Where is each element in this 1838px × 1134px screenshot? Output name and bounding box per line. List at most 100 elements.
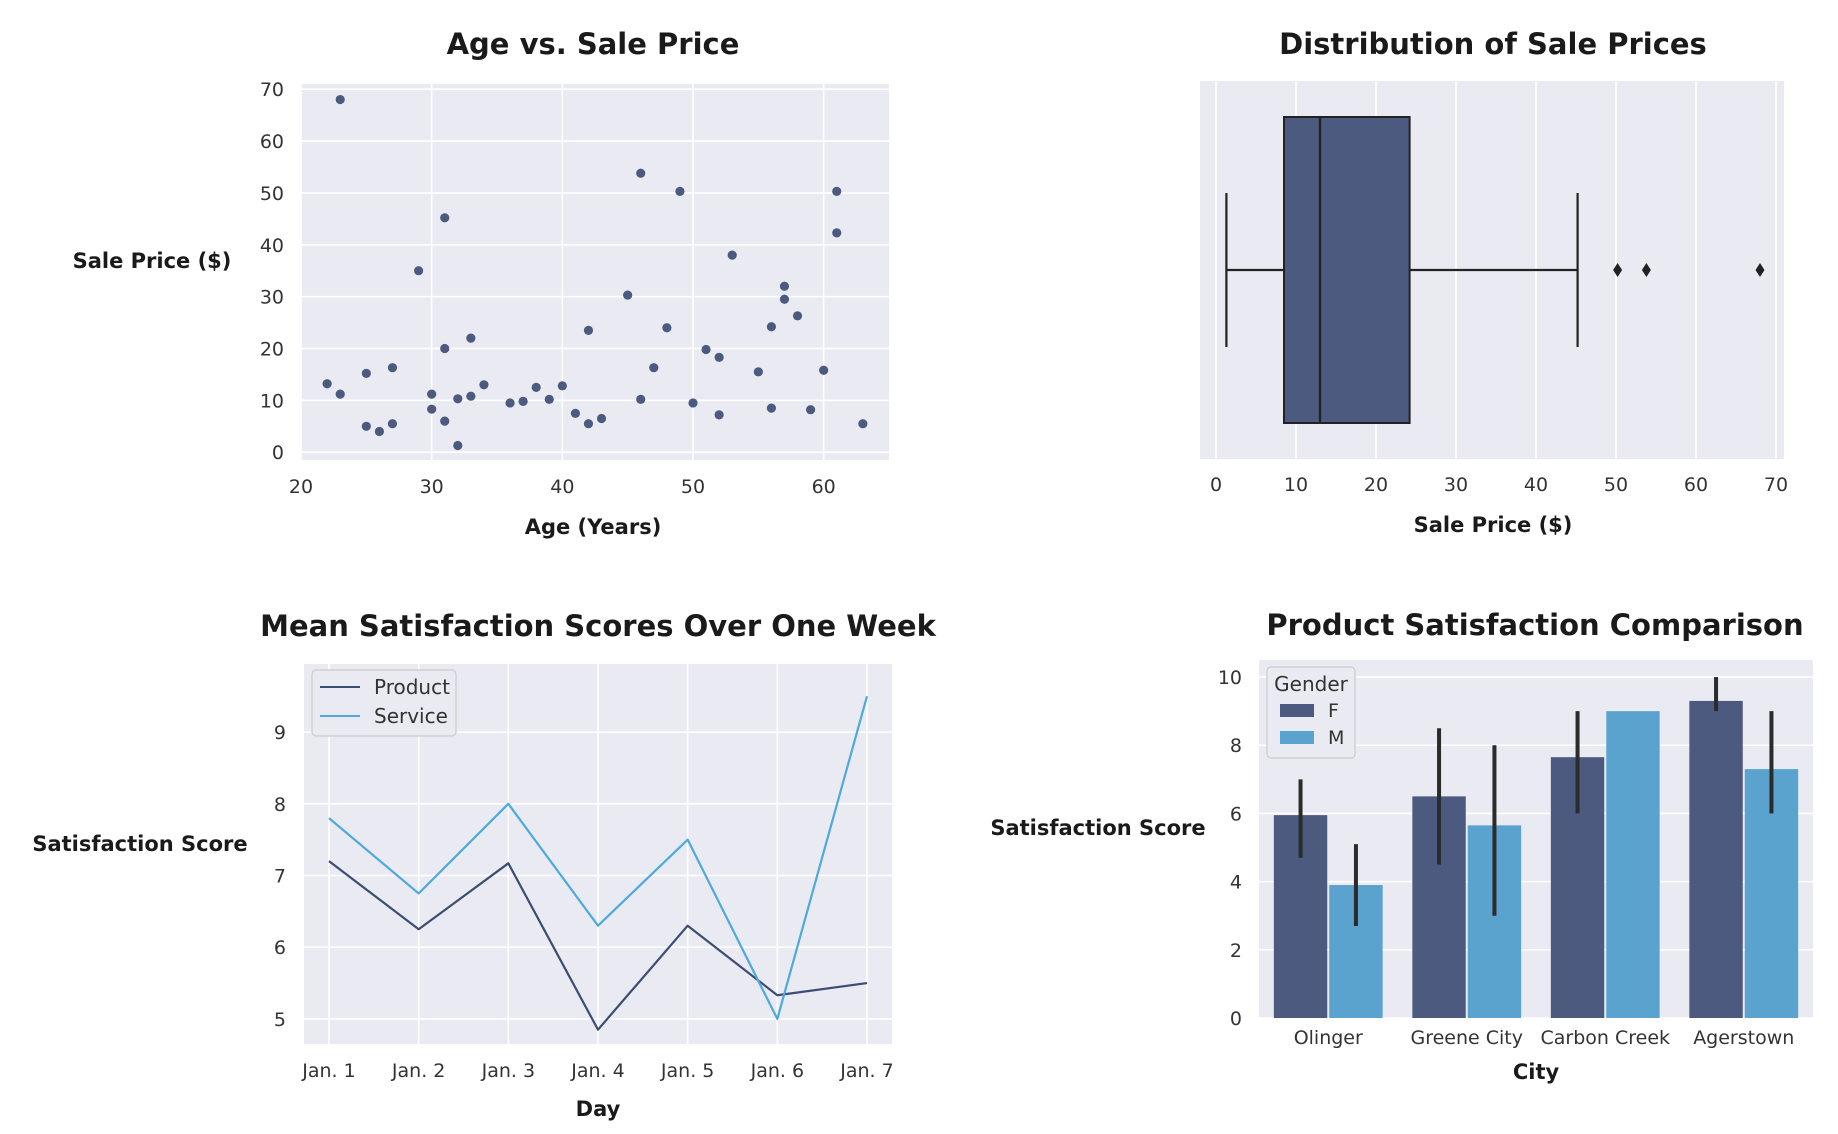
scatter-point xyxy=(361,421,371,431)
boxplot-iqr-box xyxy=(1283,116,1411,424)
scatter-y-label: Sale Price ($) xyxy=(73,249,232,273)
line-y-label: Satisfaction Score xyxy=(32,832,247,856)
legend-m-swatch xyxy=(1280,731,1314,744)
scatter-title: Age vs. Sale Price xyxy=(447,27,740,61)
bar-y-ticks: 0 2 4 6 8 10 xyxy=(1218,667,1242,1030)
boxplot-x-tick-label: 60 xyxy=(1684,474,1708,496)
line-x-tick-label: Jan. 4 xyxy=(570,1060,624,1082)
scatter-point xyxy=(531,382,541,392)
scatter-point xyxy=(583,419,594,429)
scatter-point xyxy=(714,410,724,420)
boxplot-outlier xyxy=(1755,263,1765,277)
scatter-y-tick-label: 0 xyxy=(272,442,284,464)
boxplot-box xyxy=(1225,116,1765,424)
scatter-point xyxy=(544,394,554,404)
bar-title: Product Satisfaction Comparison xyxy=(1266,608,1803,642)
scatter-point xyxy=(374,426,384,437)
boxplot-panel: Distribution of Sale Prices 0 10 20 30 40 50 6… xyxy=(1200,27,1788,537)
boxplot-outlier xyxy=(1613,263,1623,277)
scatter-point xyxy=(387,363,398,373)
scatter-point xyxy=(766,403,777,413)
boxplot-x-ticks: 0 10 20 30 40 50 60 70 xyxy=(1210,474,1788,496)
scatter-point xyxy=(583,325,594,335)
bar-y-tick-label: 4 xyxy=(1230,872,1242,894)
scatter-y-tick-label: 70 xyxy=(260,79,284,101)
scatter-y-tick-label: 10 xyxy=(260,390,284,412)
scatter-point xyxy=(596,413,607,424)
scatter-point xyxy=(570,408,581,418)
scatter-point xyxy=(427,404,437,414)
boxplot-x-tick-label: 50 xyxy=(1604,474,1628,496)
scatter-point xyxy=(714,352,724,362)
scatter-y-tick-label: 40 xyxy=(260,235,284,257)
scatter-point xyxy=(675,186,685,196)
bar-x-tick-label: Greene City xyxy=(1410,1027,1523,1049)
scatter-point xyxy=(361,368,371,378)
scatter-point xyxy=(414,266,424,276)
bar-bars xyxy=(1273,677,1799,1018)
line-series-service xyxy=(328,695,869,1021)
line-series xyxy=(328,695,869,1031)
boxplot-x-tick-label: 30 xyxy=(1444,474,1468,496)
boxplot-x-tick-label: 40 xyxy=(1524,474,1548,496)
scatter-y-tick-label: 30 xyxy=(260,287,284,309)
scatter-point xyxy=(440,416,450,426)
scatter-point xyxy=(688,398,698,408)
scatter-point xyxy=(387,419,398,429)
line-x-tick-label: Jan. 1 xyxy=(301,1060,355,1082)
line-x-tick-label: Jan. 3 xyxy=(481,1060,535,1082)
line-y-tick-label: 6 xyxy=(274,937,286,959)
scatter-x-tick-label: 40 xyxy=(550,476,574,498)
bar-y-label: Satisfaction Score xyxy=(990,816,1205,840)
line-series-product xyxy=(328,860,868,1031)
scatter-point xyxy=(427,389,437,399)
scatter-point xyxy=(623,290,633,300)
scatter-y-ticks: 0 10 20 30 40 50 60 70 xyxy=(260,79,284,464)
line-y-tick-label: 7 xyxy=(274,866,286,888)
boxplot-x-tick-label: 10 xyxy=(1284,474,1308,496)
line-x-tick-label: Jan. 7 xyxy=(839,1060,893,1082)
scatter-x-tick-label: 30 xyxy=(420,476,444,498)
scatter-point xyxy=(479,380,489,390)
scatter-point xyxy=(779,294,790,304)
line-y-tick-label: 9 xyxy=(274,722,286,744)
bar-y-tick-label: 6 xyxy=(1230,803,1242,825)
legend-service-label: Service xyxy=(374,704,448,728)
bar-legend-title: Gender xyxy=(1274,672,1348,696)
line-x-label: Day xyxy=(576,1097,621,1121)
scatter-point xyxy=(505,398,515,408)
legend-f-label: F xyxy=(1328,700,1339,722)
legend-m-label: M xyxy=(1328,727,1344,749)
bar-x-tick-label: Agerstown xyxy=(1693,1027,1794,1049)
boxplot-x-tick-label: 70 xyxy=(1764,474,1788,496)
scatter-point xyxy=(649,363,659,373)
scatter-point xyxy=(766,322,777,332)
line-panel: Mean Satisfaction Scores Over One Week J… xyxy=(32,609,936,1121)
boxplot-title: Distribution of Sale Prices xyxy=(1279,27,1707,61)
bar-legend: Gender F M xyxy=(1266,666,1356,759)
line-y-tick-label: 8 xyxy=(274,794,286,816)
boxplot-x-tick-label: 0 xyxy=(1210,474,1222,496)
scatter-point xyxy=(466,333,476,343)
scatter-point xyxy=(727,250,737,260)
scatter-point xyxy=(335,94,345,105)
scatter-point xyxy=(440,213,450,223)
legend-product-label: Product xyxy=(374,675,450,699)
scatter-point xyxy=(322,379,332,389)
scatter-point xyxy=(832,228,842,238)
bar-x-ticks: Olinger Greene City Carbon Creek Agerstown xyxy=(1294,1027,1795,1049)
bar-x-tick-label: Carbon Creek xyxy=(1540,1027,1670,1049)
line-legend: Product Service xyxy=(311,669,457,737)
scatter-x-tick-label: 60 xyxy=(812,476,836,498)
scatter-points xyxy=(322,94,868,451)
line-x-tick-label: Jan. 5 xyxy=(660,1060,714,1082)
bar-m xyxy=(1606,711,1660,1018)
bar-y-tick-label: 0 xyxy=(1230,1008,1242,1030)
scatter-point xyxy=(858,419,868,429)
bar-x-label: City xyxy=(1513,1060,1560,1084)
boxplot-x-tick-label: 20 xyxy=(1364,474,1388,496)
scatter-y-tick-label: 20 xyxy=(260,338,284,360)
legend-f-swatch xyxy=(1280,704,1314,717)
bar-y-tick-label: 10 xyxy=(1218,667,1242,689)
